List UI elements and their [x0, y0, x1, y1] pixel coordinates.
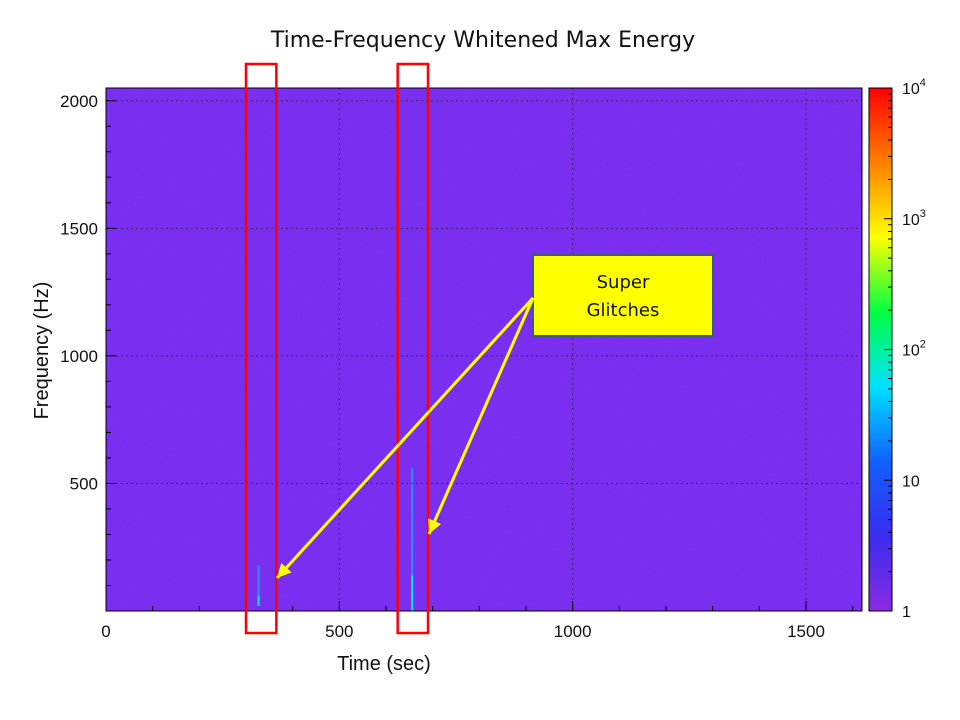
x-axis-title: Time (sec)	[337, 653, 431, 675]
x-tick-label: 500	[325, 622, 353, 641]
plot-frame	[105, 87, 863, 612]
highlight-box-2	[396, 62, 430, 635]
callout-text-line: Super	[597, 272, 650, 293]
callout-box	[532, 254, 714, 337]
x-tick-label: 1000	[554, 622, 592, 641]
y-axis-title: Frequency (Hz)	[31, 282, 53, 420]
colorbar-tick-label: 103	[902, 208, 926, 229]
highlight-box-1	[244, 62, 278, 635]
colorbar-tick-label: 10	[902, 473, 920, 490]
callout-text-line: Glitches	[587, 300, 660, 321]
y-tick-label: 2000	[60, 92, 98, 111]
chart-title: Time-Frequency Whitened Max Energy	[270, 28, 696, 53]
callout-arrow-2-shaft	[427, 297, 535, 535]
colorbar-tick-label: 1	[902, 604, 911, 621]
callout-arrow-1-head	[277, 562, 292, 578]
y-tick-label: 1000	[60, 347, 98, 366]
callout-arrow-1-shaft	[275, 296, 535, 580]
y-tick-label: 1500	[60, 219, 98, 238]
callout-arrow-2-head	[428, 518, 442, 534]
x-tick-label: 1500	[787, 622, 825, 641]
colorbar-tick-label: 104	[902, 77, 926, 98]
y-tick-label: 500	[70, 474, 98, 493]
colorbar-tick-label: 102	[902, 339, 926, 360]
x-tick-label: 0	[101, 622, 110, 641]
